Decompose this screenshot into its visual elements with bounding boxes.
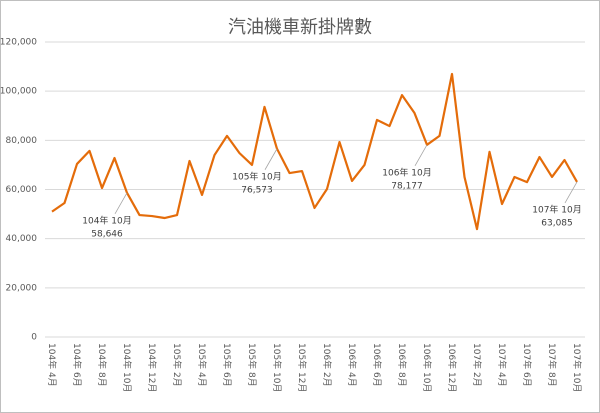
x-tick-label: 105年 4月 [196, 343, 208, 387]
annotation-category: 107年 10月 [532, 203, 582, 215]
y-tick-label: 120,000 [0, 38, 37, 48]
y-tick-label: 40,000 [6, 234, 38, 244]
x-tick-label: 106年 10月 [421, 343, 433, 393]
x-tick-label: 107年 4月 [496, 343, 508, 387]
x-tick-label: 106年 12月 [446, 343, 458, 393]
leader-line [414, 144, 428, 167]
data-label: 63,085 [541, 218, 573, 228]
leader-line [114, 192, 128, 215]
x-tick-label: 107年 6月 [521, 343, 533, 387]
x-tick-label: 104年 12月 [146, 343, 158, 393]
data-label: 58,646 [91, 229, 123, 239]
y-tick-label: 100,000 [0, 87, 37, 97]
data-line [51, 72, 578, 231]
y-tick-label: 60,000 [6, 185, 38, 195]
x-tick-label: 106年 2月 [321, 343, 333, 387]
x-tick-label: 107年 10月 [571, 343, 583, 393]
annotation-category: 106年 10月 [382, 166, 432, 178]
x-tick-label: 104年 8月 [96, 343, 108, 387]
x-tick-label: 105年 6月 [221, 343, 233, 387]
annotation-category: 105年 10月 [232, 170, 282, 182]
y-tick-label: 20,000 [6, 283, 38, 293]
data-label: 78,177 [391, 181, 423, 191]
x-tick-label: 107年 8月 [546, 343, 558, 387]
x-tick-label: 106年 6月 [371, 343, 383, 387]
x-tick-label: 104年 10月 [121, 343, 133, 393]
chart-title: 汽油機車新掛牌數 [228, 17, 372, 38]
x-tick-label: 106年 8月 [396, 343, 408, 387]
y-tick-label: 80,000 [6, 136, 38, 146]
x-tick-label: 105年 2月 [171, 343, 183, 387]
x-tick-label: 107年 2月 [471, 343, 483, 387]
x-tick-label: 104年 6月 [71, 343, 83, 387]
annotation-category: 104年 10月 [82, 214, 132, 226]
leader-line [264, 148, 278, 170]
data-label: 76,573 [241, 185, 273, 195]
y-tick-label: 0 [31, 333, 37, 343]
x-tick-label: 106年 4月 [346, 343, 358, 387]
x-tick-label: 105年 12月 [296, 343, 308, 393]
x-tick-label: 105年 10月 [271, 343, 283, 393]
x-tick-label: 104年 4月 [46, 343, 58, 387]
leader-line [564, 181, 578, 204]
x-tick-label: 105年 8月 [246, 343, 258, 387]
